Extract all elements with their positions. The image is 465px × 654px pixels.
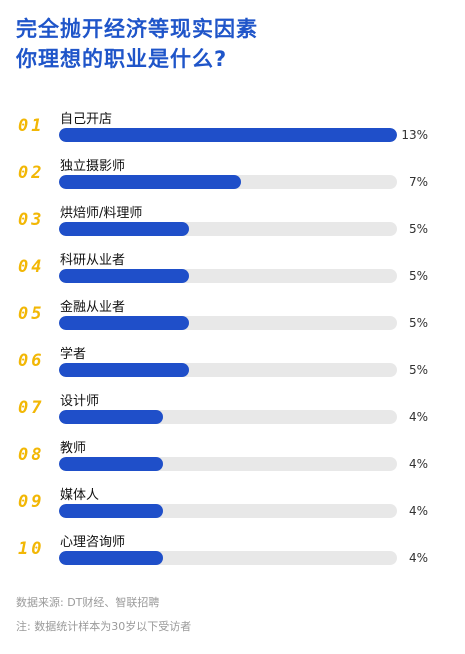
bar	[59, 363, 189, 377]
rank-number: 06	[18, 351, 45, 371]
bar-track	[59, 222, 397, 236]
value-label: 5%	[408, 269, 428, 283]
value-label: 13%	[401, 128, 428, 142]
bar-track	[59, 363, 397, 377]
bar-track	[59, 410, 397, 424]
category-label: 自己开店	[60, 112, 113, 127]
bar-track	[59, 504, 397, 518]
value-label: 5%	[408, 316, 428, 330]
sample-note: 注: 数据统计样本为30岁以下受访者	[16, 620, 192, 633]
value-label: 4%	[408, 457, 428, 471]
category-label: 科研从业者	[60, 253, 126, 268]
value-label: 5%	[408, 222, 428, 236]
bar	[59, 504, 163, 518]
rank-number: 01	[18, 116, 45, 136]
title-line-1: 完全抛开经济等现实因素	[16, 17, 258, 41]
bar	[59, 222, 189, 236]
bar-chart: 01 自己开店 13% 02 独立摄影师 7% 03 烘焙师/料理师 5% 04 科研从业者 5% 05…	[0, 100, 465, 580]
category-label: 烘焙师/料理师	[60, 206, 143, 221]
value-label: 4%	[408, 504, 428, 518]
value-label: 7%	[408, 175, 428, 189]
bar-track	[59, 269, 397, 283]
category-label: 教师	[60, 441, 87, 456]
bar	[59, 175, 241, 189]
bar-track	[59, 128, 397, 142]
source-note: 数据来源: DT财经、智联招聘	[16, 596, 160, 609]
rank-number: 05	[18, 304, 45, 324]
category-label: 媒体人	[60, 488, 100, 503]
chart-title: 完全抛开经济等现实因素 你理想的职业是什么?	[16, 14, 258, 74]
bar	[59, 551, 163, 565]
bar	[59, 316, 189, 330]
bar	[59, 269, 189, 283]
value-label: 5%	[408, 363, 428, 377]
rank-number: 02	[18, 163, 45, 183]
rank-number: 08	[18, 445, 45, 465]
value-label: 4%	[408, 410, 428, 424]
bar-track	[59, 457, 397, 471]
rank-number: 10	[18, 539, 45, 559]
bar-track	[59, 551, 397, 565]
rank-number: 09	[18, 492, 45, 512]
bar-track	[59, 175, 397, 189]
bar	[59, 457, 163, 471]
value-label: 4%	[408, 551, 428, 565]
bar-track	[59, 316, 397, 330]
category-label: 心理咨询师	[60, 535, 126, 550]
category-label: 金融从业者	[60, 300, 126, 315]
rank-number: 07	[18, 398, 45, 418]
title-line-2: 你理想的职业是什么?	[16, 47, 228, 71]
bar	[59, 410, 163, 424]
category-label: 设计师	[60, 394, 100, 409]
bar	[59, 128, 397, 142]
rank-number: 04	[18, 257, 45, 277]
category-label: 学者	[60, 347, 87, 362]
rank-number: 03	[18, 210, 45, 230]
category-label: 独立摄影师	[60, 159, 126, 174]
